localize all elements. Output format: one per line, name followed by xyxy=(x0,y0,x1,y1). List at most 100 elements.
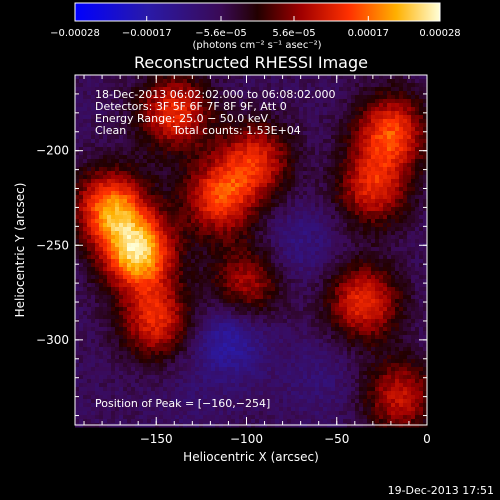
heatmap-cell xyxy=(95,131,100,136)
heatmap-cell xyxy=(231,263,236,268)
heatmap-cell xyxy=(403,215,408,220)
heatmap-cell xyxy=(355,215,360,220)
heatmap-cell xyxy=(351,271,356,276)
heatmap-cell xyxy=(387,187,392,192)
heatmap-cell xyxy=(235,251,240,256)
heatmap-cell xyxy=(243,95,248,100)
heatmap-cell xyxy=(139,139,144,144)
heatmap-cell xyxy=(91,83,96,88)
heatmap-cell xyxy=(343,79,348,84)
heatmap-cell xyxy=(207,135,212,140)
heatmap-cell xyxy=(375,267,380,272)
heatmap-cell xyxy=(151,147,156,152)
heatmap-cell xyxy=(227,267,232,272)
heatmap-cell xyxy=(119,99,124,104)
heatmap-cell xyxy=(307,99,312,104)
heatmap-cell xyxy=(95,143,100,148)
heatmap-cell xyxy=(163,223,168,228)
heatmap-cell xyxy=(139,219,144,224)
heatmap-cell xyxy=(183,195,188,200)
heatmap-cell xyxy=(183,147,188,152)
heatmap-cell xyxy=(327,231,332,236)
heatmap-cell xyxy=(95,147,100,152)
heatmap-cell xyxy=(143,283,148,288)
heatmap-cell xyxy=(275,235,280,240)
heatmap-cell xyxy=(323,151,328,156)
heatmap-cell xyxy=(159,247,164,252)
heatmap-cell xyxy=(119,227,124,232)
heatmap-cell xyxy=(367,115,372,120)
heatmap-cell xyxy=(239,243,244,248)
heatmap-cell xyxy=(207,143,212,148)
heatmap-cell xyxy=(327,167,332,172)
heatmap-cell xyxy=(259,239,264,244)
heatmap-cell xyxy=(263,123,268,128)
heatmap-cell xyxy=(391,83,396,88)
heatmap-cell xyxy=(379,123,384,128)
heatmap-cell xyxy=(243,175,248,180)
heatmap-cell xyxy=(239,103,244,108)
heatmap-cell xyxy=(363,247,368,252)
heatmap-cell xyxy=(151,183,156,188)
heatmap-cell xyxy=(107,103,112,108)
heatmap-cell xyxy=(267,231,272,236)
heatmap-cell xyxy=(383,179,388,184)
heatmap-cell xyxy=(227,167,232,172)
heatmap-cell xyxy=(387,227,392,232)
heatmap-cell xyxy=(359,267,364,272)
heatmap-cell xyxy=(79,131,84,136)
heatmap-cell xyxy=(351,143,356,148)
heatmap-cell xyxy=(223,287,228,292)
heatmap-cell xyxy=(351,287,356,292)
heatmap-cell xyxy=(183,231,188,236)
heatmap-cell xyxy=(391,155,396,160)
heatmap-cell xyxy=(371,271,376,276)
heatmap-cell xyxy=(259,127,264,132)
heatmap-cell xyxy=(191,187,196,192)
heatmap-cell xyxy=(295,87,300,92)
heatmap-cell xyxy=(263,199,268,204)
heatmap-cell xyxy=(371,279,376,284)
heatmap-cell xyxy=(215,103,220,108)
heatmap-cell xyxy=(175,263,180,268)
heatmap-cell xyxy=(279,191,284,196)
heatmap-cell xyxy=(139,107,144,112)
heatmap-cell xyxy=(123,223,128,228)
heatmap-cell xyxy=(147,227,152,232)
heatmap-cell xyxy=(331,219,336,224)
heatmap-cell xyxy=(403,143,408,148)
heatmap-cell xyxy=(107,295,112,300)
heatmap-cell xyxy=(311,111,316,116)
heatmap-cell xyxy=(115,87,120,92)
heatmap-cell xyxy=(391,163,396,168)
heatmap-cell xyxy=(347,275,352,280)
heatmap-cell xyxy=(271,279,276,284)
heatmap-cell xyxy=(219,219,224,224)
heatmap-cell xyxy=(75,175,80,180)
heatmap-cell xyxy=(267,107,272,112)
heatmap-cell xyxy=(79,127,84,132)
heatmap-cell xyxy=(271,83,276,88)
heatmap-cell xyxy=(423,163,428,168)
heatmap-cell xyxy=(259,295,264,300)
heatmap-cell xyxy=(211,135,216,140)
heatmap-cell xyxy=(295,271,300,276)
heatmap-cell xyxy=(207,211,212,216)
heatmap-cell xyxy=(379,143,384,148)
heatmap-cell xyxy=(367,215,372,220)
heatmap-cell xyxy=(323,203,328,208)
heatmap-cell xyxy=(83,123,88,128)
heatmap-cell xyxy=(259,283,264,288)
heatmap-cell xyxy=(175,239,180,244)
heatmap-cell xyxy=(287,287,292,292)
heatmap-cell xyxy=(247,203,252,208)
heatmap-cell xyxy=(423,295,428,300)
heatmap-cell xyxy=(319,167,324,172)
heatmap-cell xyxy=(179,75,184,80)
heatmap-cell xyxy=(215,179,220,184)
heatmap-cell xyxy=(75,123,80,128)
heatmap-cell xyxy=(331,123,336,128)
heatmap-cell xyxy=(175,119,180,124)
heatmap-cell xyxy=(75,247,80,252)
heatmap-cell xyxy=(247,207,252,212)
